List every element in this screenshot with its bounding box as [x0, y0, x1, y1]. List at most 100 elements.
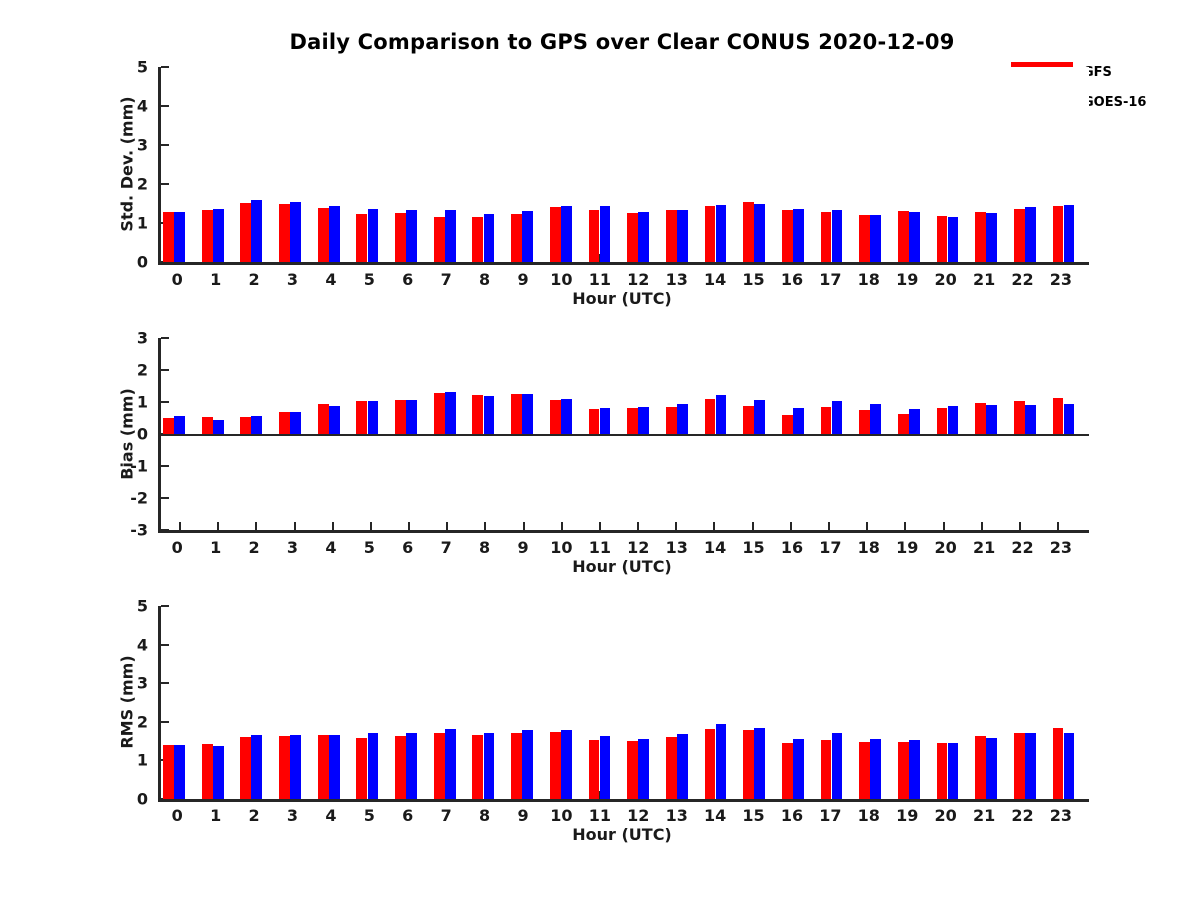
bar-gfs-hour-23 [1052, 206, 1064, 262]
y-tick-mark [161, 465, 169, 467]
bar-goes-16-hour-11 [599, 206, 611, 262]
bar-group-hour-22 [1006, 338, 1045, 530]
bar-group-hour-15 [735, 606, 774, 799]
y-tick-label: 3 [136, 328, 148, 348]
x-tick-label: 8 [479, 806, 491, 825]
bar-group-hour-22 [1006, 67, 1045, 262]
y-tick-label: 4 [136, 635, 148, 655]
bar-goes-16-hour-0 [174, 212, 185, 262]
bar-goes-16-hour-4 [328, 405, 340, 434]
bar-groups [155, 606, 1083, 799]
bar-group-hour-18 [851, 67, 890, 262]
x-tick-label: 1 [210, 270, 222, 289]
bar-group-hour-8 [464, 606, 503, 799]
x-tick-label: 0 [171, 806, 183, 825]
x-tick-label: 14 [703, 270, 727, 289]
bar-group-hour-3 [271, 338, 310, 530]
bar-gfs-hour-18 [859, 214, 871, 262]
x-tick-label: 21 [972, 270, 996, 289]
rms-y-axis-label: RMS (mm) [117, 655, 137, 749]
x-tick-label: 19 [896, 538, 919, 557]
bar-gfs-hour-21 [975, 403, 987, 434]
bias-x-tick-row: 0 1 2 3 4 5 6 7 8 9 10 11 12 13 14 15 16 17 18 19 20 21 22 23 [158, 538, 1080, 558]
x-tick-label: 9 [517, 806, 529, 825]
bias-x-axis-label: Hour (UTC) [572, 557, 672, 576]
x-tick-label: 6 [402, 806, 414, 825]
bar-gfs-hour-12 [627, 408, 638, 434]
bar-goes-16-hour-6 [406, 733, 417, 799]
x-tick-label: 17 [819, 270, 842, 289]
y-tick-label: 1 [136, 213, 148, 233]
bar-group-hour-0 [155, 67, 194, 262]
bar-gfs-hour-11 [588, 210, 600, 262]
x-tick-label: 3 [286, 538, 299, 557]
x-tick-label: 11 [588, 270, 611, 289]
bar-group-hour-21 [967, 606, 1006, 799]
bar-goes-16-hour-14 [715, 724, 727, 799]
bar-gfs-hour-20 [936, 407, 948, 434]
y-tick-label: 5 [136, 57, 148, 77]
bar-gfs-hour-20 [936, 742, 948, 799]
bar-gfs-hour-4 [317, 735, 329, 799]
bar-goes-16-hour-10 [560, 729, 572, 799]
bar-goes-16-hour-13 [676, 734, 688, 799]
bar-group-hour-16 [774, 338, 813, 530]
bar-gfs-hour-12 [627, 213, 638, 262]
bar-goes-16-hour-1 [212, 419, 224, 434]
bar-gfs-hour-8 [472, 394, 484, 434]
bar-gfs-hour-18 [859, 410, 871, 434]
rms-x-tick-row: 0 1 2 3 4 5 6 7 8 9 10 11 12 13 14 15 16 17 18 19 20 21 22 23 [158, 806, 1080, 826]
bar-group-hour-11 [580, 606, 619, 799]
bar-group-hour-16 [774, 67, 813, 262]
bar-group-hour-10 [542, 338, 581, 530]
rms-plot-area: 5 4 3 2 1 0 [137, 597, 1089, 809]
bar-goes-16-hour-17 [831, 209, 843, 262]
bar-goes-16-hour-9 [522, 730, 534, 799]
bar-goes-16-hour-18 [870, 214, 882, 262]
legend-label-goes16: GOES-16 [1083, 94, 1147, 110]
bar-group-hour-14 [696, 606, 735, 799]
bar-gfs-hour-21 [975, 212, 987, 262]
y-tick-label: 0 [136, 789, 148, 809]
bar-group-hour-0 [155, 338, 194, 530]
bar-goes-16-hour-7 [444, 728, 456, 799]
bar-gfs-hour-7 [433, 217, 445, 262]
y-tick-label: 5 [136, 596, 148, 616]
bar-gfs-hour-3 [279, 412, 290, 434]
chart-title: Daily Comparison to GPS over Clear CONUS… [289, 30, 955, 54]
bar-goes-16-hour-18 [870, 739, 882, 799]
x-tick-label: 0 [171, 538, 183, 557]
bar-group-hour-6 [387, 67, 426, 262]
bar-goes-16-hour-12 [638, 739, 650, 799]
bar-gfs-hour-1 [201, 417, 213, 434]
bar-group-hour-23 [1044, 338, 1083, 530]
bar-goes-16-hour-22 [1024, 206, 1036, 262]
bar-goes-16-hour-7 [444, 210, 456, 262]
y-tick-mark [161, 369, 169, 371]
y-tick-mark [161, 682, 169, 685]
zero-line [161, 434, 1089, 436]
y-tick-mark [161, 497, 169, 499]
bar-group-hour-20 [928, 606, 967, 799]
bar-group-hour-0 [155, 606, 194, 799]
bar-goes-16-hour-10 [560, 205, 572, 262]
bar-goes-16-hour-22 [1024, 733, 1036, 799]
bar-gfs-hour-19 [897, 742, 909, 799]
bar-group-hour-20 [928, 338, 967, 530]
bar-gfs-hour-22 [1013, 208, 1025, 262]
bar-group-hour-8 [464, 67, 503, 262]
x-tick-label: 17 [819, 538, 842, 557]
y-tick-label: -3 [130, 520, 148, 540]
bar-group-hour-17 [812, 338, 851, 530]
bar-gfs-hour-2 [240, 417, 252, 434]
x-tick-label: 16 [780, 806, 804, 825]
bar-group-hour-7 [426, 338, 465, 530]
x-tick-label: 7 [440, 270, 452, 289]
x-tick-label: 7 [440, 538, 452, 557]
x-tick-label: 4 [325, 806, 337, 825]
bar-goes-16-hour-11 [599, 736, 611, 799]
x-tick-label: 2 [248, 806, 260, 825]
bar-goes-16-hour-9 [522, 210, 534, 262]
bar-goes-16-hour-11 [599, 408, 611, 434]
bar-goes-16-hour-15 [754, 399, 766, 434]
